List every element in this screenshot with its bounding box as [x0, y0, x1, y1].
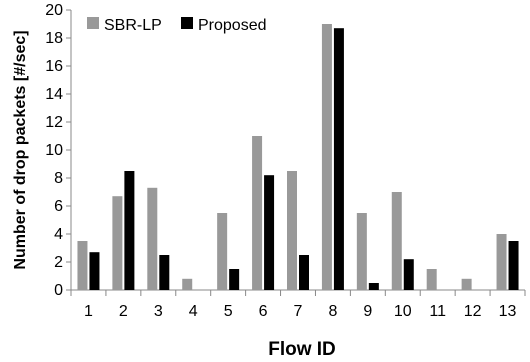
bar-proposed-flow-6 [264, 175, 275, 290]
y-tick-label: 2 [54, 254, 63, 271]
bars [77, 24, 519, 290]
y-tick-label: 12 [45, 114, 63, 131]
x-tick-label: 2 [119, 303, 128, 320]
y-tick-label: 0 [54, 282, 63, 299]
x-tick-label: 1 [84, 303, 93, 320]
bar-sbr-lp-flow-6 [252, 136, 263, 290]
bar-sbr-lp-flow-11 [426, 269, 437, 290]
bar-sbr-lp-flow-13 [496, 234, 507, 290]
y-tick-label: 10 [45, 142, 63, 159]
bar-sbr-lp-flow-9 [356, 213, 367, 290]
x-tick-label: 8 [328, 303, 337, 320]
y-tick-label: 16 [45, 58, 63, 75]
bar-sbr-lp-flow-8 [321, 24, 332, 290]
bar-sbr-lp-flow-4 [182, 278, 193, 290]
x-tick-label: 5 [224, 303, 233, 320]
bar-sbr-lp-flow-3 [147, 187, 158, 290]
x-tick-labels: 1 2 3 4 5 6 7 8 9 10 11 12 13 [70, 290, 526, 320]
bar-proposed-flow-3 [159, 255, 170, 290]
x-tick-label: 12 [464, 303, 482, 320]
y-tick-label: 8 [54, 170, 63, 187]
bar-proposed-flow-13 [508, 241, 519, 290]
legend: SBR-LP Proposed [87, 17, 267, 34]
bar-proposed-flow-9 [368, 283, 379, 290]
bar-proposed-flow-10 [403, 259, 414, 290]
bar-proposed-flow-7 [299, 255, 309, 290]
x-axis-title: Flow ID [268, 339, 336, 360]
legend-swatch-sbr-lp [87, 17, 99, 29]
x-tick-label: 6 [259, 303, 268, 320]
x-tick-label: 10 [394, 303, 412, 320]
x-tick-label: 9 [363, 303, 372, 320]
axes [70, 10, 525, 291]
y-tick-label: 14 [45, 86, 63, 103]
bar-proposed-flow-8 [333, 28, 344, 290]
y-tick-label: 4 [54, 226, 63, 243]
bar-sbr-lp-flow-7 [287, 171, 297, 290]
y-axis-title: Number of drop packets [#/sec] [12, 30, 29, 269]
bar-proposed-flow-5 [229, 269, 240, 290]
legend-swatch-proposed [181, 17, 193, 29]
x-tick-label: 3 [154, 303, 163, 320]
y-tick-label: 18 [45, 30, 63, 47]
bar-sbr-lp-flow-5 [217, 213, 228, 290]
x-tick-label: 4 [189, 303, 198, 320]
y-tick-label: 20 [45, 2, 63, 19]
x-tick-label: 11 [429, 303, 446, 320]
legend-label: Proposed [198, 17, 267, 34]
bar-proposed-flow-1 [89, 252, 100, 290]
x-tick-label: 13 [499, 303, 517, 320]
legend-label: SBR-LP [104, 17, 162, 34]
bar-sbr-lp-flow-12 [461, 278, 472, 290]
bar-proposed-flow-2 [124, 171, 135, 290]
bar-sbr-lp-flow-2 [112, 196, 123, 290]
y-tick-labels: 0 2 4 6 8 10 12 14 16 18 20 [45, 2, 71, 299]
x-tick-label: 7 [294, 303, 303, 320]
y-tick-label: 6 [54, 198, 63, 215]
bar-sbr-lp-flow-1 [77, 241, 88, 290]
bar-sbr-lp-flow-10 [391, 192, 402, 290]
